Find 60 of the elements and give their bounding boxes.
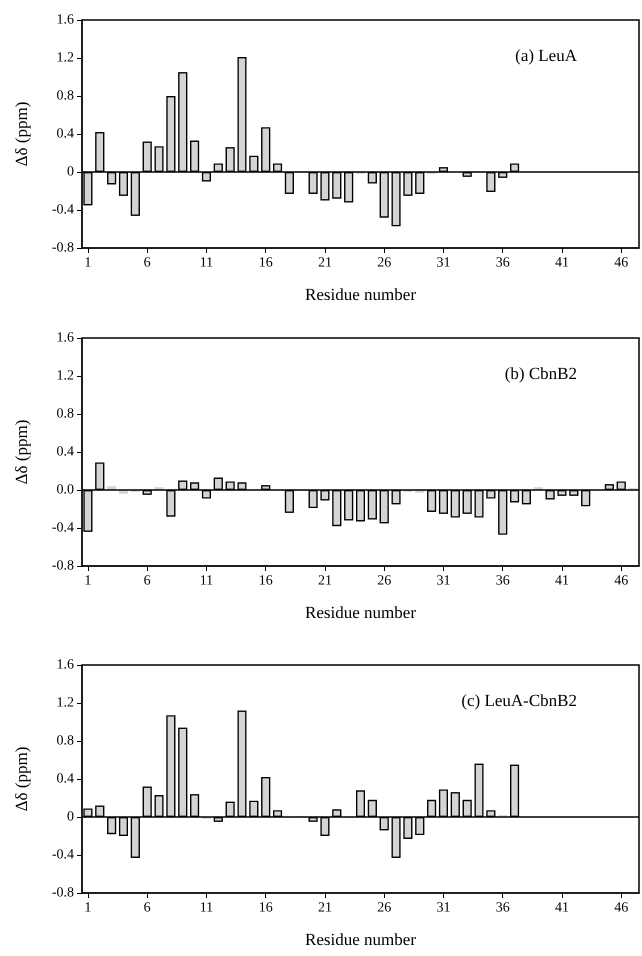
x-tick-label: 6 xyxy=(144,900,151,916)
x-tick-label: 21 xyxy=(318,256,332,270)
y-tick-label: 0 xyxy=(67,164,74,180)
y-tick-label: 1.6 xyxy=(56,12,74,28)
y-tick-label: 0.4 xyxy=(56,772,74,786)
y-tick-label: 1.2 xyxy=(56,368,74,384)
x-tick-label: 1 xyxy=(84,574,92,588)
text: (c) LeuA-CbnB2 xyxy=(461,691,578,710)
y-tick-label: 1.6 xyxy=(56,330,74,346)
y-tick-label: -0.4 xyxy=(52,202,74,218)
y-tick-label: 0.8 xyxy=(56,406,74,422)
y-tick-label: 0.8 xyxy=(56,88,74,104)
y-tick-label: 0.8 xyxy=(56,734,74,748)
x-tick-label: 16 xyxy=(258,256,273,270)
text: (a) LeuA xyxy=(515,46,578,65)
x-tick-label: 46 xyxy=(614,900,628,916)
x-tick-label: 31 xyxy=(436,900,450,916)
y-tick-label: 1.6 xyxy=(56,658,74,672)
y-tick-label: 0.4 xyxy=(56,126,74,142)
y-tick-label: 1.2 xyxy=(56,50,74,66)
x-axis-title: Residue number xyxy=(305,930,416,949)
x-tick-label: 26 xyxy=(377,900,392,916)
x-tick-label: 31 xyxy=(436,574,450,588)
x-tick-label: 36 xyxy=(496,900,510,916)
x-tick-label: 36 xyxy=(496,256,510,270)
y-tick-label: -0.4 xyxy=(52,848,74,862)
x-tick-label: 41 xyxy=(554,574,569,588)
y-tick-label: 0.4 xyxy=(56,444,74,460)
x-axis-title: Residue number xyxy=(305,603,416,622)
x-tick-label: 21 xyxy=(318,574,332,588)
y-tick-label: -0.4 xyxy=(52,520,74,536)
x-tick-label: 41 xyxy=(554,256,569,270)
x-axis-title: Residue number xyxy=(305,285,416,304)
x-tick-label: 16 xyxy=(258,900,273,916)
x-tick-label: 1 xyxy=(84,256,92,270)
x-tick-label: 1 xyxy=(84,900,92,916)
y-tick-label: -0.8 xyxy=(52,240,74,256)
x-tick-label: 6 xyxy=(144,256,151,270)
y-tick-label: 0.0 xyxy=(56,482,74,498)
x-tick-label: 6 xyxy=(144,574,151,588)
text: (b) CbnB2 xyxy=(504,364,577,383)
x-tick-label: 16 xyxy=(258,574,273,588)
x-tick-label: 31 xyxy=(436,256,450,270)
x-tick-label: 41 xyxy=(554,900,569,916)
y-tick-label: 1.2 xyxy=(56,696,74,710)
x-tick-label: 46 xyxy=(614,256,628,270)
x-tick-label: 11 xyxy=(200,574,214,588)
y-tick-label: -0.8 xyxy=(52,558,74,574)
y-axis-title: Δδ (ppm) xyxy=(12,420,31,484)
x-tick-label: 11 xyxy=(200,900,214,916)
x-tick-label: 26 xyxy=(377,574,392,588)
x-tick-label: 36 xyxy=(496,574,510,588)
x-tick-label: 46 xyxy=(614,574,628,588)
x-tick-label: 11 xyxy=(200,256,214,270)
x-tick-label: 21 xyxy=(318,900,332,916)
y-axis-title: Δδ (ppm) xyxy=(12,746,31,812)
y-tick-label: 0 xyxy=(67,810,74,824)
x-tick-label: 26 xyxy=(377,256,392,270)
y-tick-label: -0.8 xyxy=(52,886,74,900)
y-axis-title: Δδ (ppm) xyxy=(12,102,31,166)
